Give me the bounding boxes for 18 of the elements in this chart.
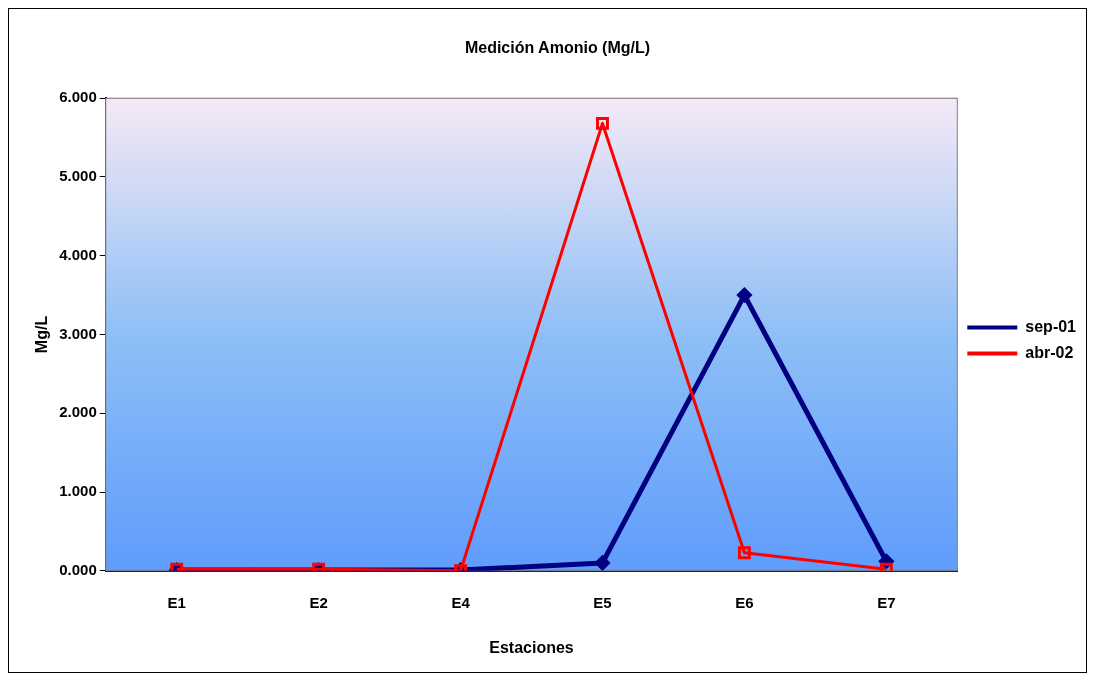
y-tick-label: 2.000 <box>59 403 97 421</box>
legend-label: abr-02 <box>1025 343 1074 361</box>
x-tick-label: E1 <box>167 593 186 611</box>
y-tick-label: 6.000 <box>59 88 97 106</box>
x-tick-label: E6 <box>735 593 754 611</box>
y-axis-title: Mg/L <box>33 315 51 354</box>
x-tick-label: E5 <box>593 593 612 611</box>
x-tick-label: E4 <box>451 593 471 611</box>
y-tick-label: 3.000 <box>59 324 97 342</box>
chart-title: Medición Amonio (Mg/L) <box>464 39 651 57</box>
x-tick-label: E7 <box>877 593 896 611</box>
x-axis-title: Estaciones <box>489 638 574 656</box>
y-tick-label: 0.000 <box>59 560 97 578</box>
y-tick-label: 5.000 <box>59 167 97 185</box>
y-tick-label: 1.000 <box>59 482 97 500</box>
x-tick-label: E2 <box>309 593 328 611</box>
y-tick-label: 4.000 <box>59 245 97 263</box>
legend-label: sep-01 <box>1025 317 1077 335</box>
